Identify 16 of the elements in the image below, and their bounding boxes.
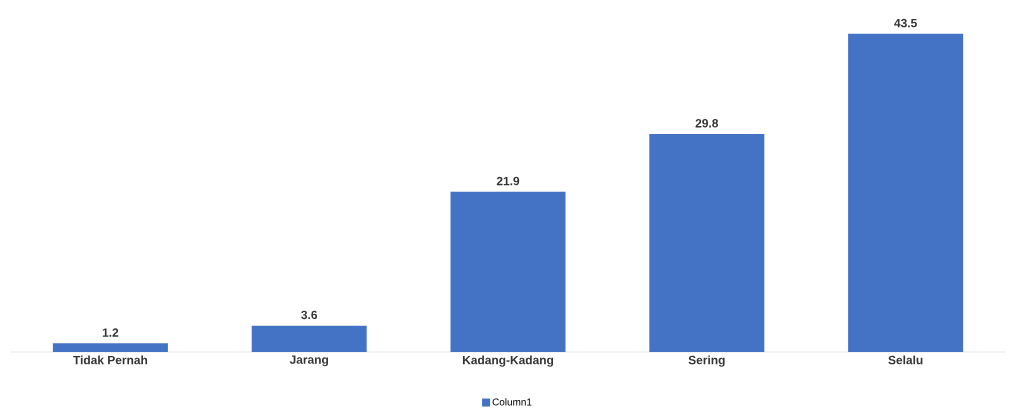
legend-label: Column1 (492, 398, 532, 406)
data-label: 29.8 (695, 119, 719, 128)
bar (649, 134, 765, 352)
x-tick-label: Selalu (888, 355, 923, 365)
bar (251, 325, 367, 352)
bar (450, 191, 566, 352)
data-label: 1.2 (102, 328, 119, 337)
x-tick-label: Tidak Pernah (73, 355, 148, 365)
data-label: 3.6 (301, 310, 318, 320)
x-tick-label: Jarang (289, 355, 328, 367)
bar (52, 343, 168, 352)
x-tick-label: Sering (688, 355, 725, 367)
data-label: 21.9 (496, 176, 520, 186)
data-label: 43.5 (894, 18, 917, 28)
x-tick-label: Kadang-Kadang (462, 355, 554, 367)
bar (848, 33, 964, 352)
